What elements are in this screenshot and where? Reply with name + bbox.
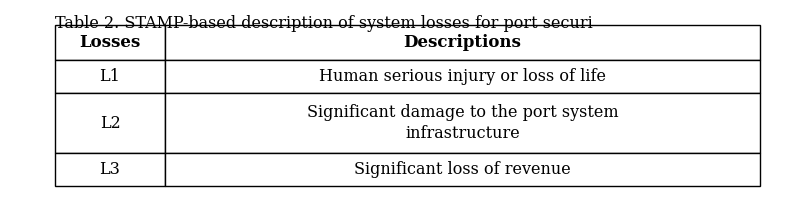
Bar <box>55 25 165 60</box>
Text: Significant damage to the port system
infrastructure: Significant damage to the port system in… <box>307 104 619 142</box>
Text: L3: L3 <box>99 161 120 178</box>
Bar <box>55 60 165 93</box>
Text: Table 2. STAMP-based description of system losses for port securi: Table 2. STAMP-based description of syst… <box>55 15 593 32</box>
Text: L1: L1 <box>99 68 120 85</box>
Bar <box>165 60 760 93</box>
Text: L2: L2 <box>99 114 120 131</box>
Bar <box>165 153 760 186</box>
Bar <box>165 93 760 153</box>
Bar <box>55 153 165 186</box>
Text: Losses: Losses <box>80 34 141 51</box>
Text: Human serious injury or loss of life: Human serious injury or loss of life <box>319 68 606 85</box>
Text: Significant loss of revenue: Significant loss of revenue <box>354 161 571 178</box>
Text: Descriptions: Descriptions <box>404 34 522 51</box>
Bar <box>165 25 760 60</box>
Bar <box>55 93 165 153</box>
